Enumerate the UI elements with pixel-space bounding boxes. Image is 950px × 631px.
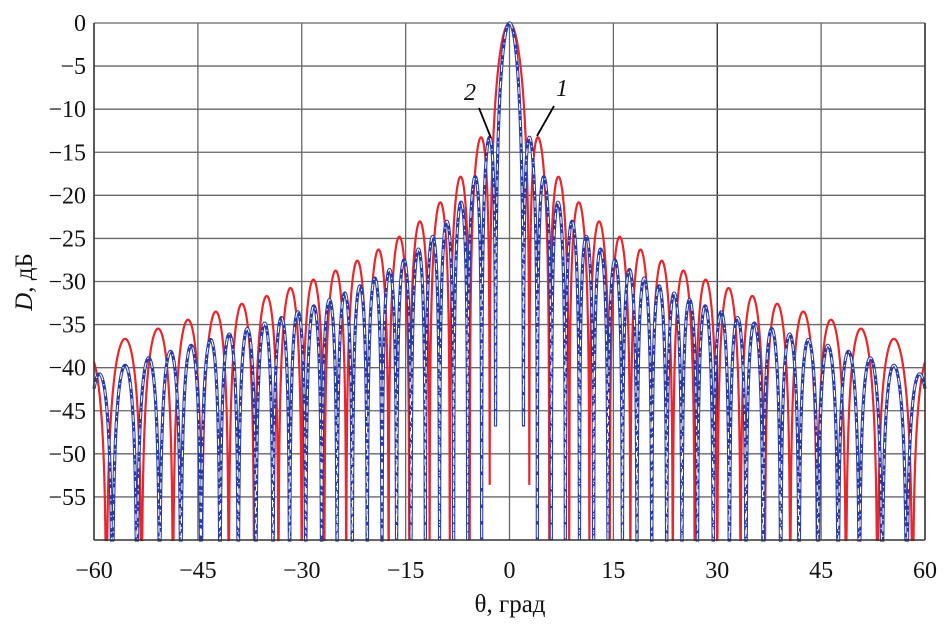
- y-tick-label: −30: [48, 270, 86, 296]
- annotation-2-label: 2: [464, 80, 476, 106]
- y-tick-label: −40: [48, 356, 86, 382]
- y-tick-label: −25: [48, 226, 86, 252]
- grid: [93, 22, 926, 540]
- y-tick-label: −5: [60, 54, 86, 80]
- x-tick-label: −45: [179, 558, 217, 584]
- annotation-2-leader: [478, 107, 492, 139]
- y-tick-label: −50: [48, 442, 86, 468]
- y-axis-label-unit: , дБ: [11, 253, 38, 293]
- x-tick-label: 15: [601, 558, 625, 584]
- y-axis-label-symbol: D: [11, 293, 38, 312]
- series-2-dash-overlay: [93, 22, 926, 541]
- y-axis-label: D, дБ: [11, 253, 38, 312]
- plot-frame: [93, 23, 926, 541]
- annotation-2-bg: [460, 80, 480, 106]
- y-tick-label: −20: [48, 183, 86, 209]
- annotation-1-leader: [536, 105, 555, 137]
- x-tick-label: −60: [75, 558, 113, 584]
- x-tick-label: 30: [705, 558, 729, 584]
- y-tick-label: −15: [48, 140, 86, 166]
- y-tick-label: 0: [74, 11, 86, 37]
- annotation-1-label: 1: [556, 76, 568, 102]
- y-tick-label: −10: [48, 97, 86, 123]
- y-tick-label: −35: [48, 313, 86, 339]
- x-tick-label: 60: [913, 558, 937, 584]
- x-tick-label: −15: [387, 558, 425, 584]
- tick-labels: −60 −45 −30 −15 0 15 30 45 60 0 −5 −10 −15 −20 −25 −30 −…: [48, 11, 937, 584]
- annotation-1-bg: [552, 76, 572, 102]
- x-axis-label: θ, град: [474, 591, 545, 618]
- y-tick-label: −55: [48, 485, 86, 511]
- x-tick-label: 0: [504, 558, 516, 584]
- x-tick-label: 45: [809, 558, 833, 584]
- x-tick-label: −30: [283, 558, 321, 584]
- series-layer: [92, 21, 927, 542]
- y-tick-label: −45: [48, 399, 86, 425]
